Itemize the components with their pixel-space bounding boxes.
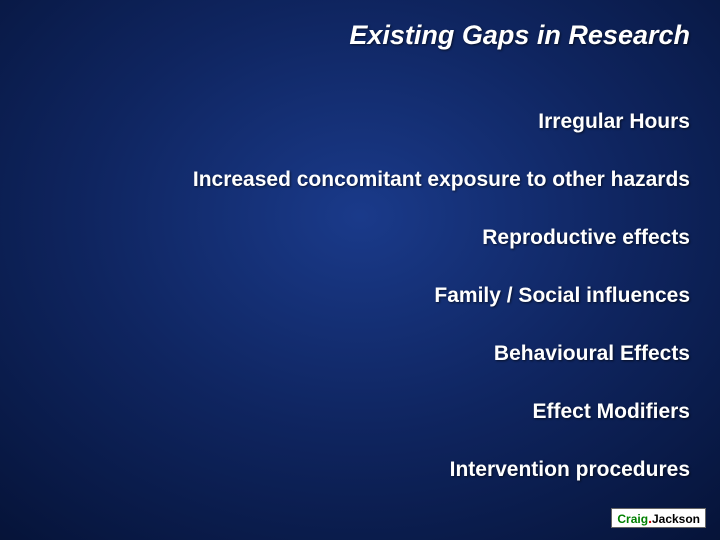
list-item: Increased concomitant exposure to other … (193, 168, 690, 192)
list-item: Reproductive effects (482, 226, 690, 250)
bullet-list: Irregular Hours Increased concomitant ex… (30, 110, 690, 482)
slide-title: Existing Gaps in Research (349, 20, 690, 51)
list-item: Family / Social influences (434, 284, 690, 308)
branding-logo: Craig.Jackson (611, 508, 706, 528)
list-item: Effect Modifiers (532, 400, 690, 424)
list-item: Intervention procedures (450, 458, 690, 482)
logo-part1: Craig (617, 513, 648, 525)
slide: Existing Gaps in Research Irregular Hour… (0, 0, 720, 540)
list-item: Behavioural Effects (494, 342, 690, 366)
list-item: Irregular Hours (538, 110, 690, 134)
logo-part2: Jackson (652, 513, 700, 525)
